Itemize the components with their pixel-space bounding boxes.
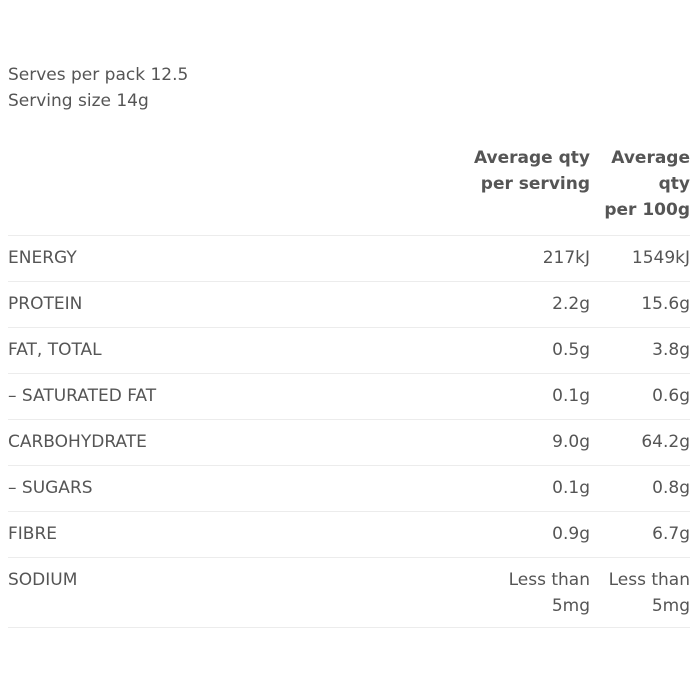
table-row: FAT, TOTAL 0.5g 3.8g xyxy=(8,327,690,374)
per-serving-value: 0.5g xyxy=(468,327,590,374)
per-serving-value: 0.9g xyxy=(468,511,590,558)
per-serving-value: Less than 5mg xyxy=(468,557,590,628)
per-serving-value-line: 0.1g xyxy=(552,386,590,406)
nutrient-name: – SATURATED FAT xyxy=(8,373,468,420)
per-100g-value: 64.2g xyxy=(590,419,690,466)
per-serving-value: 2.2g xyxy=(468,281,590,328)
nutrient-name: ENERGY xyxy=(8,235,468,282)
nutrition-table: Average qty per serving Average qty per … xyxy=(8,145,690,628)
per-serving-value: 0.1g xyxy=(468,373,590,420)
per-serving-value-line: 0.9g xyxy=(552,524,590,544)
per-serving-value-line: 0.5g xyxy=(552,340,590,360)
header-per-100g-line: per 100g xyxy=(604,200,690,220)
nutrient-name: FIBRE xyxy=(8,511,468,558)
per-100g-value-line: 64.2g xyxy=(641,432,690,452)
table-row: – SUGARS 0.1g 0.8g xyxy=(8,465,690,512)
per-serving-value: 217kJ xyxy=(468,235,590,282)
per-100g-value: 0.8g xyxy=(590,465,690,512)
table-row: FIBRE 0.9g 6.7g xyxy=(8,511,690,558)
per-100g-value: 15.6g xyxy=(590,281,690,328)
table-row: CARBOHYDRATE 9.0g 64.2g xyxy=(8,419,690,466)
per-100g-value-line: 6.7g xyxy=(652,524,690,544)
header-per-100g-line: Average xyxy=(611,148,690,168)
per-100g-value-line: 3.8g xyxy=(652,340,690,360)
per-100g-value: 0.6g xyxy=(590,373,690,420)
per-serving-value-line: 9.0g xyxy=(552,432,590,452)
nutrient-name: FAT, TOTAL xyxy=(8,327,468,374)
nutrient-name: – SUGARS xyxy=(8,465,468,512)
table-header-row: Average qty per serving Average qty per … xyxy=(8,145,690,236)
per-serving-value-line: 217kJ xyxy=(542,248,590,268)
per-100g-value-line: 0.6g xyxy=(652,386,690,406)
table-row: PROTEIN 2.2g 15.6g xyxy=(8,281,690,328)
per-100g-value: 1549kJ xyxy=(590,235,690,282)
header-per-serving-line: Average qty xyxy=(473,148,590,168)
per-serving-value-line: 0.1g xyxy=(552,478,590,498)
table-row: ENERGY 217kJ 1549kJ xyxy=(8,235,690,282)
per-100g-value-line: 0.8g xyxy=(652,478,690,498)
nutrient-name: CARBOHYDRATE xyxy=(8,419,468,466)
header-per-serving-line: per serving xyxy=(480,174,590,194)
header-per-100g: Average qty per 100g xyxy=(590,145,690,236)
per-100g-value-line: 1549kJ xyxy=(631,248,690,268)
per-100g-value-line: Less than xyxy=(608,570,690,590)
header-per-100g-line: qty xyxy=(658,174,690,194)
header-nutrient xyxy=(8,145,468,236)
table-row: – SATURATED FAT 0.1g 0.6g xyxy=(8,373,690,420)
header-per-serving: Average qty per serving xyxy=(468,145,590,236)
nutrition-panel: Serves per pack 12.5 Serving size 14g Av… xyxy=(8,62,690,628)
per-serving-value: 0.1g xyxy=(468,465,590,512)
per-serving-value-line: 2.2g xyxy=(552,294,590,314)
per-serving-value-line: Less than xyxy=(508,570,590,590)
per-100g-value-line: 15.6g xyxy=(641,294,690,314)
per-100g-value: 3.8g xyxy=(590,327,690,374)
per-100g-value: 6.7g xyxy=(590,511,690,558)
serves-per-pack: Serves per pack 12.5 xyxy=(8,65,189,85)
nutrient-name: SODIUM xyxy=(8,557,468,628)
per-serving-value-line: 5mg xyxy=(551,596,590,616)
nutrient-name: PROTEIN xyxy=(8,281,468,328)
per-100g-value: Less than 5mg xyxy=(590,557,690,628)
serving-size: Serving size 14g xyxy=(8,91,149,111)
table-row: SODIUM Less than 5mg Less than 5mg xyxy=(8,557,690,628)
per-100g-value-line: 5mg xyxy=(651,596,690,616)
per-serving-value: 9.0g xyxy=(468,419,590,466)
